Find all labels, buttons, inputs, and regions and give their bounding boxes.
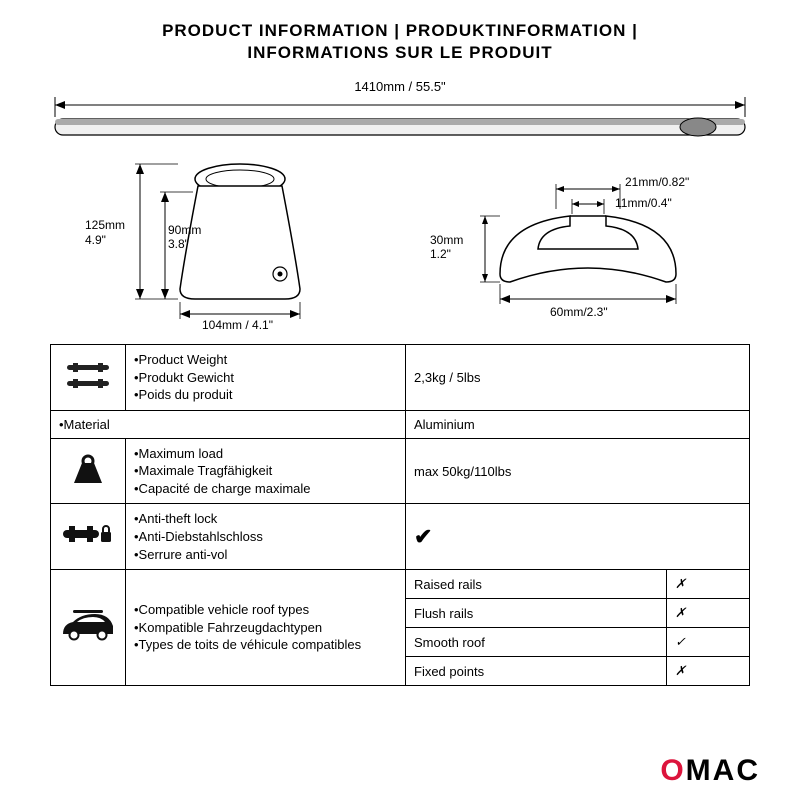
row-lock: •Anti-theft lock •Anti-Diebstahlschloss …	[51, 504, 750, 570]
load-value: max 50kg/110lbs	[406, 438, 750, 504]
load-labels: •Maximum load •Maximale Tragfähigkeit •C…	[126, 438, 406, 504]
weight-icon-cell	[51, 345, 126, 411]
weight-labels: •Product Weight •Produkt Gewicht •Poids …	[126, 345, 406, 411]
brand-logo: OMAC	[660, 754, 760, 788]
profile-width: 60mm/2.3"	[550, 305, 608, 319]
row-compat-1: •Compatible vehicle roof types •Kompatib…	[51, 570, 750, 599]
logo-o: O	[660, 754, 685, 787]
compat-raised-val: ✗	[667, 570, 750, 599]
crossbar-pair-icon	[63, 359, 113, 393]
lock-value: ✔	[406, 504, 750, 570]
compat-raised-label: Raised rails	[406, 570, 667, 599]
foot-diagram: 125mm 4.9" 90mm 3.8" 104mm / 4.1"	[80, 154, 360, 329]
compat-flush-label: Flush rails	[406, 599, 667, 628]
top-bar-diagram: 1410mm / 55.5"	[50, 79, 750, 149]
compat-fixed-label: Fixed points	[406, 657, 667, 686]
top-dimension-label: 1410mm / 55.5"	[50, 79, 750, 94]
profile-slot-w: 11mm/0.4"	[615, 196, 672, 210]
foot-h-inner-in: 3.8"	[168, 237, 189, 251]
row-material: •Material Aluminium	[51, 410, 750, 438]
car-icon	[59, 608, 117, 644]
row-weight: •Product Weight •Produkt Gewicht •Poids …	[51, 345, 750, 411]
title-line-2: INFORMATIONS SUR LE PRODUIT	[247, 43, 552, 62]
compat-icon-cell	[51, 570, 126, 686]
profile-top-w: 21mm/0.82"	[625, 175, 689, 189]
compat-smooth-val: ✓	[667, 628, 750, 657]
spec-table: •Product Weight •Produkt Gewicht •Poids …	[50, 344, 750, 686]
foot-h-outer-in: 4.9"	[85, 233, 106, 247]
lock-icon	[61, 520, 115, 550]
material-label: •Material	[51, 410, 406, 438]
profile-height-in: 1.2"	[430, 247, 451, 261]
material-value: Aluminium	[406, 410, 750, 438]
weight-value: 2,3kg / 5lbs	[406, 345, 750, 411]
diagrams-row: 125mm 4.9" 90mm 3.8" 104mm / 4.1" 21mm/0…	[50, 154, 750, 329]
compat-flush-val: ✗	[667, 599, 750, 628]
page-title: PRODUCT INFORMATION | PRODUKTINFORMATION…	[50, 20, 750, 64]
foot-h-outer: 125mm	[85, 218, 125, 232]
weight-icon	[68, 453, 108, 487]
foot-h-inner: 90mm	[168, 223, 201, 237]
title-line-1: PRODUCT INFORMATION | PRODUKTINFORMATION…	[162, 21, 638, 40]
lock-labels: •Anti-theft lock •Anti-Diebstahlschloss …	[126, 504, 406, 570]
compat-fixed-val: ✗	[667, 657, 750, 686]
foot-width: 104mm / 4.1"	[202, 318, 273, 332]
profile-height: 30mm	[430, 233, 463, 247]
load-icon-cell	[51, 438, 126, 504]
logo-rest: MAC	[686, 754, 760, 787]
compat-labels: •Compatible vehicle roof types •Kompatib…	[126, 570, 406, 686]
compat-smooth-label: Smooth roof	[406, 628, 667, 657]
row-load: •Maximum load •Maximale Tragfähigkeit •C…	[51, 438, 750, 504]
profile-diagram: 21mm/0.82" 11mm/0.4" 30mm 1.2" 60mm/2.3"	[420, 154, 720, 329]
lock-icon-cell	[51, 504, 126, 570]
crossbar-svg	[50, 97, 750, 142]
